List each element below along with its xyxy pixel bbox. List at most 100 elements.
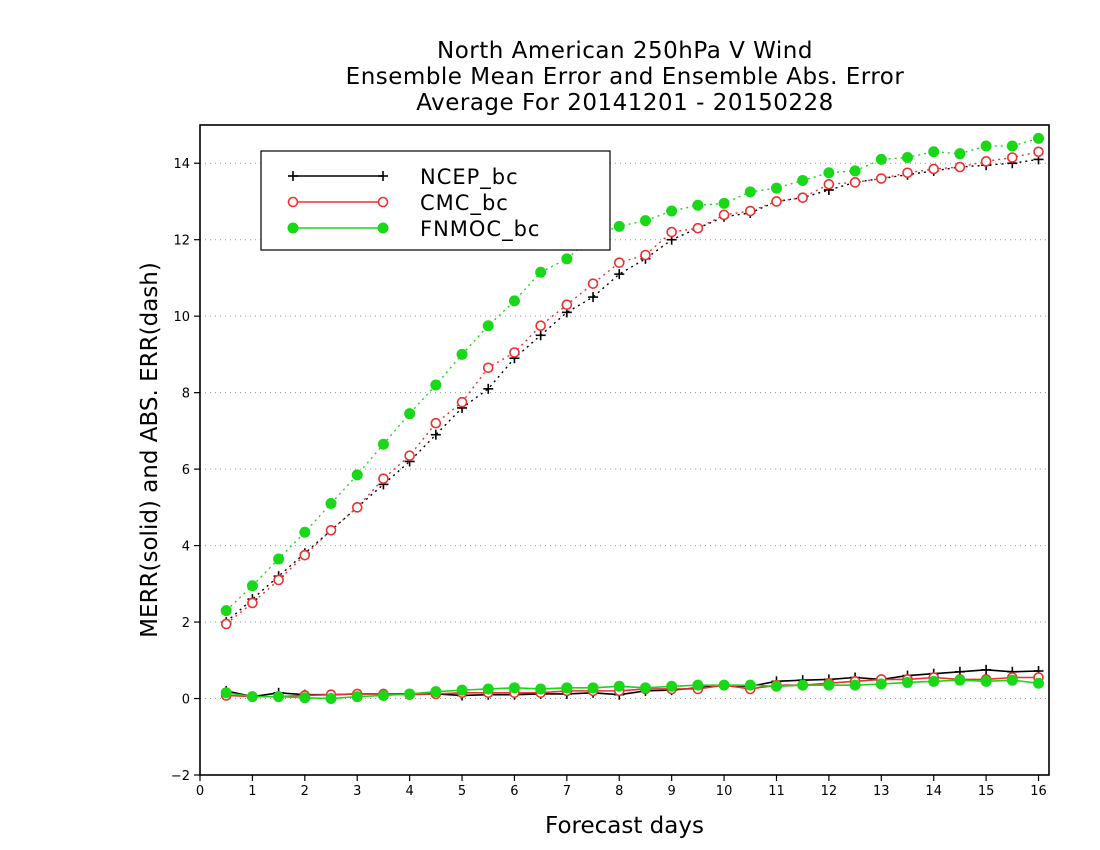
series-layer <box>220 132 1045 705</box>
x-tick-label: 8 <box>615 784 623 799</box>
fnmoc-bc-abs-err-point <box>770 182 782 194</box>
cmc-bc-abs-err-point <box>299 549 311 561</box>
x-tick-label: 6 <box>510 784 518 799</box>
cmc-bc-abs-err-point <box>351 502 363 513</box>
cmc-bc-abs-err-point <box>561 299 573 311</box>
fnmoc-bc-mean-err-point <box>246 691 258 703</box>
y-axis-label: MERR(solid) and ABS. ERR(dash) <box>137 262 163 638</box>
cmc-bc-abs-err-point <box>875 173 887 184</box>
fnmoc-bc-mean-err-point <box>456 684 468 696</box>
fnmoc-bc-mean-err-point <box>299 692 311 704</box>
y-tick-label: 0 <box>182 693 190 708</box>
x-tick-label: 5 <box>458 784 466 799</box>
series-fnmoc-bc <box>220 132 1045 705</box>
y-tick-label: 12 <box>173 234 190 249</box>
x-tick-label: 11 <box>768 784 785 799</box>
chart-title-line-1: North American 250hPa V Wind <box>437 38 813 64</box>
fnmoc-bc-mean-err-point <box>639 682 651 694</box>
fnmoc-bc-abs-err-point <box>692 199 704 211</box>
plot-frame <box>199 124 1050 776</box>
ncep-bc-abs-err-point <box>483 383 494 394</box>
cmc-bc-abs-err-point <box>273 574 284 586</box>
ncep-bc-abs-err-point <box>588 292 599 303</box>
cmc-bc-abs-err-point <box>456 396 468 408</box>
cmc-bc-abs-err-point <box>613 257 625 268</box>
fnmoc-bc-mean-err-point <box>535 683 547 695</box>
fnmoc-bc-abs-err-point <box>377 438 389 450</box>
legend-marker <box>288 171 298 181</box>
cmc-bc-abs-err-point <box>640 249 651 261</box>
x-tick-label: 4 <box>405 784 413 799</box>
fnmoc-bc-abs-err-point <box>508 295 520 307</box>
fnmoc-bc-mean-err-point <box>744 679 756 691</box>
ncep-bc-abs-err-point <box>430 429 441 440</box>
fnmoc-bc-abs-err-point <box>980 140 992 152</box>
fnmoc-bc-abs-err-point <box>823 167 835 179</box>
fnmoc-bc-mean-err-point <box>954 674 966 686</box>
cmc-bc-abs-err-point <box>928 163 940 175</box>
fnmoc-bc-mean-err-point <box>980 675 992 687</box>
x-tick-label: 9 <box>668 784 676 799</box>
fnmoc-bc-abs-err-point <box>561 253 573 265</box>
fnmoc-bc-abs-err-point <box>666 205 678 217</box>
cmc-bc-abs-err-point <box>954 161 966 173</box>
legend-marker <box>377 222 389 234</box>
cmc-bc-abs-err-point <box>1033 146 1044 158</box>
fnmoc-bc-abs-err-point <box>273 553 285 565</box>
fnmoc-bc-mean-err-point <box>508 682 520 694</box>
fnmoc-bc-abs-err-point <box>849 165 861 177</box>
fnmoc-bc-abs-err-point <box>639 215 651 227</box>
legend-marker <box>378 171 388 181</box>
fnmoc-bc-abs-err-point <box>404 408 416 420</box>
fnmoc-bc-mean-err-point <box>430 686 442 698</box>
y-tick-label: 4 <box>182 540 190 555</box>
legend-item-fnmoc-bc: FNMOC_bc <box>287 217 539 242</box>
fnmoc-bc-mean-err-point <box>823 679 835 691</box>
fnmoc-bc-abs-err-point <box>246 580 258 592</box>
fnmoc-bc-abs-err-point <box>299 526 311 538</box>
cmc-bc-abs-err-point <box>718 209 730 221</box>
fnmoc-bc-mean-err-point <box>587 682 599 694</box>
cmc-bc-abs-err-line <box>225 151 1039 625</box>
cmc-bc-abs-err-point <box>247 597 258 609</box>
cmc-bc-abs-err-point <box>535 320 546 332</box>
x-tick-label: 12 <box>821 784 838 799</box>
x-tick-label: 7 <box>563 784 571 799</box>
ncep-bc-abs-err-point <box>535 330 546 341</box>
cmc-bc-abs-err-point <box>744 205 756 217</box>
fnmoc-bc-mean-err-point <box>273 691 285 703</box>
legend-item-cmc-bc: CMC_bc <box>287 191 509 216</box>
fnmoc-bc-abs-err-point <box>325 498 337 510</box>
y-tick-label: 8 <box>182 387 190 402</box>
ncep-bc-mean-err-line <box>226 669 1039 698</box>
legend-label: CMC_bc <box>420 191 509 216</box>
legend-box <box>260 150 611 251</box>
cmc-bc-abs-err-point <box>902 167 913 179</box>
legend-item-ncep-bc: NCEP_bc <box>288 165 518 190</box>
cmc-bc-abs-err-point <box>220 618 232 630</box>
fnmoc-bc-mean-err-point <box>928 675 940 687</box>
cmc-bc-abs-err-point <box>771 196 782 207</box>
legend-marker <box>287 222 299 234</box>
fnmoc-bc-abs-err-point <box>1006 140 1018 152</box>
fnmoc-bc-mean-err-point <box>797 679 809 691</box>
fnmoc-bc-abs-err-point <box>797 174 809 186</box>
ncep-bc-abs-err-line <box>225 158 1039 623</box>
x-axis-label: Forecast days <box>545 813 704 839</box>
fnmoc-bc-abs-err-point <box>351 469 363 481</box>
x-tick-label: 0 <box>196 784 204 799</box>
fnmoc-bc-abs-err-point <box>482 320 494 332</box>
fnmoc-bc-mean-err-point <box>692 679 704 691</box>
fnmoc-bc-mean-err-point <box>1033 677 1045 689</box>
fnmoc-bc-abs-err-point <box>220 605 232 617</box>
fnmoc-bc-mean-err-point <box>482 683 494 695</box>
x-tick-label: 13 <box>873 784 890 799</box>
cmc-bc-abs-err-point <box>692 222 704 234</box>
x-tick-label: 16 <box>1030 784 1047 799</box>
fnmoc-bc-abs-err-point <box>613 220 625 232</box>
fnmoc-bc-mean-err-point <box>770 680 782 692</box>
cmc-bc-abs-err-point <box>404 450 415 462</box>
fnmoc-bc-mean-err-point <box>220 687 232 699</box>
